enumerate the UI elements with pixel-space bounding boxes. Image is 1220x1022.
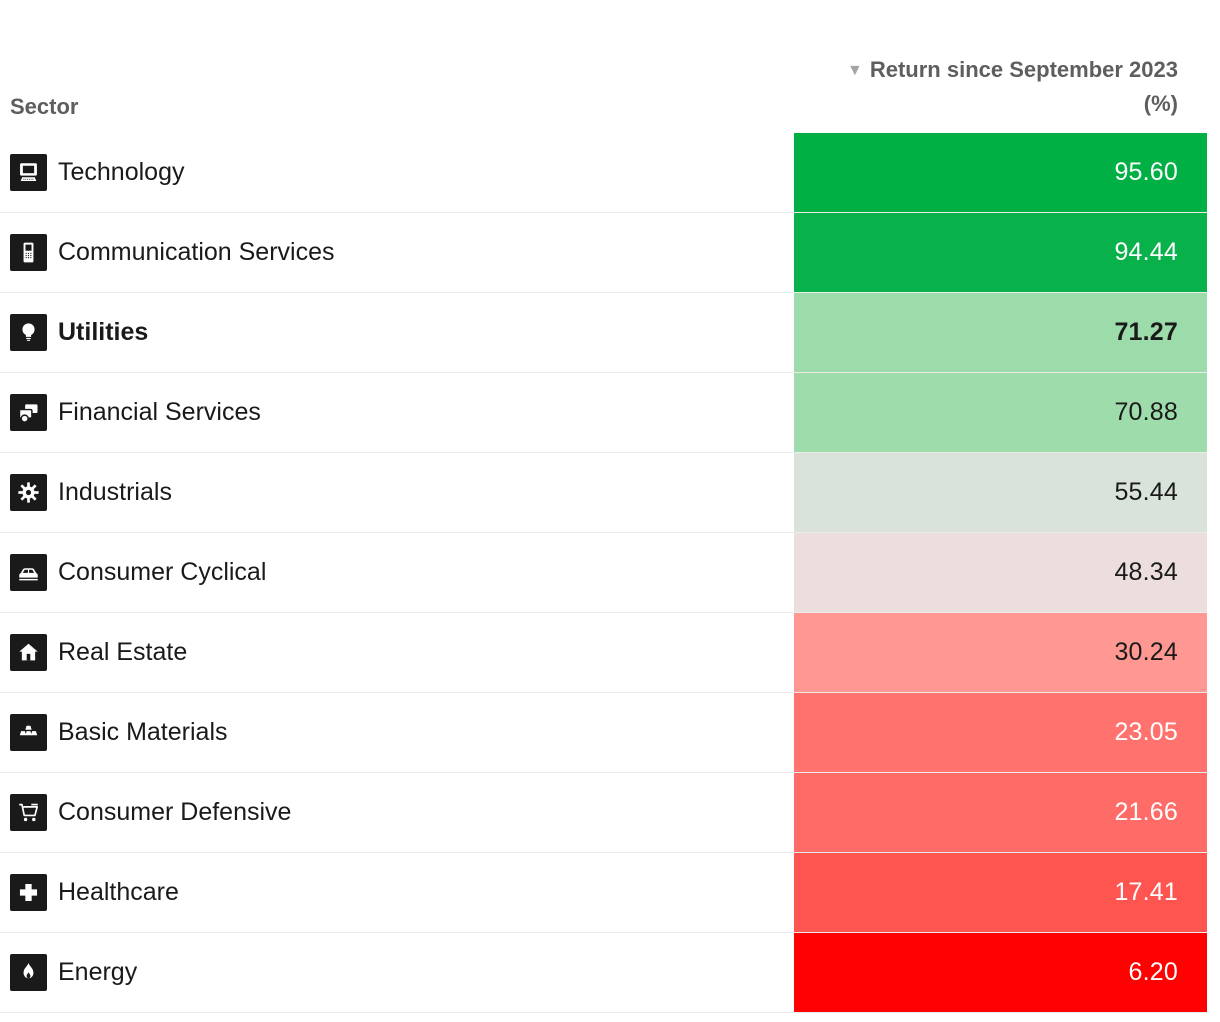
table-header: Sector ▼ Return since September 2023 (%) [0, 0, 1220, 133]
table-row: Healthcare 17.41 [0, 853, 1207, 933]
return-value-cell[interactable]: 30.24 [794, 613, 1207, 692]
sector-label: Healthcare [58, 878, 179, 906]
return-value: 23.05 [1114, 718, 1178, 746]
return-value: 30.24 [1114, 638, 1178, 666]
consumer-defensive-icon [10, 794, 47, 831]
sector-cell[interactable]: Real Estate [0, 613, 794, 692]
table-row: Real Estate 30.24 [0, 613, 1207, 693]
sector-label: Consumer Defensive [58, 798, 292, 826]
sector-cell[interactable]: Financial Services [0, 373, 794, 452]
return-value-cell[interactable]: 95.60 [794, 133, 1207, 212]
return-header-line1: ▼ Return since September 2023 [847, 54, 1178, 88]
sector-cell[interactable]: Communication Services [0, 213, 794, 292]
return-value: 70.88 [1114, 398, 1178, 426]
sector-cell[interactable]: Technology [0, 133, 794, 212]
table-row: Basic Materials 23.05 [0, 693, 1207, 773]
return-value: 95.60 [1114, 158, 1178, 186]
return-header-unit: (%) [1143, 91, 1178, 116]
table-row: Consumer Cyclical 48.34 [0, 533, 1207, 613]
return-value-cell[interactable]: 94.44 [794, 213, 1207, 292]
sector-cell[interactable]: Basic Materials [0, 693, 794, 772]
table-row: Communication Services 94.44 [0, 213, 1207, 293]
sector-label: Basic Materials [58, 718, 228, 746]
return-value-cell[interactable]: 21.66 [794, 773, 1207, 852]
utilities-icon [10, 314, 47, 351]
return-column-header[interactable]: ▼ Return since September 2023 (%) [847, 54, 1207, 119]
return-value: 17.41 [1114, 878, 1178, 906]
industrials-icon [10, 474, 47, 511]
return-value-cell[interactable]: 55.44 [794, 453, 1207, 532]
return-value-cell[interactable]: 70.88 [794, 373, 1207, 452]
healthcare-icon [10, 874, 47, 911]
return-value-cell[interactable]: 17.41 [794, 853, 1207, 932]
sector-label: Utilities [58, 318, 149, 346]
real-estate-icon [10, 634, 47, 671]
sector-label: Industrials [58, 478, 172, 506]
sector-cell[interactable]: Consumer Cyclical [0, 533, 794, 612]
sector-label: Communication Services [58, 238, 335, 266]
sector-label: Financial Services [58, 398, 261, 426]
sector-label: Consumer Cyclical [58, 558, 267, 586]
sector-label: Energy [58, 958, 138, 986]
return-value: 55.44 [1114, 478, 1178, 506]
sector-label: Real Estate [58, 638, 188, 666]
return-value-cell[interactable]: 48.34 [794, 533, 1207, 612]
return-value: 6.20 [1128, 958, 1178, 986]
communication-services-icon [10, 234, 47, 271]
technology-icon [10, 154, 47, 191]
return-value: 94.44 [1114, 238, 1178, 266]
return-value-cell[interactable]: 23.05 [794, 693, 1207, 772]
return-value-cell[interactable]: 71.27 [794, 293, 1207, 372]
table-body: Technology 95.60 Communication Services … [0, 133, 1220, 1013]
energy-icon [10, 954, 47, 991]
table-row: Industrials 55.44 [0, 453, 1207, 533]
table-row: Utilities 71.27 [0, 293, 1207, 373]
return-value-cell[interactable]: 6.20 [794, 933, 1207, 1012]
table-row: Consumer Defensive 21.66 [0, 773, 1207, 853]
consumer-cyclical-icon [10, 554, 47, 591]
sector-cell[interactable]: Consumer Defensive [0, 773, 794, 852]
sector-label: Technology [58, 158, 185, 186]
sector-column-header[interactable]: Sector [10, 93, 79, 119]
table-row: Technology 95.60 [0, 133, 1207, 213]
table-row: Financial Services 70.88 [0, 373, 1207, 453]
return-header-text: Return since September 2023 [869, 57, 1178, 82]
return-value: 48.34 [1114, 558, 1178, 586]
sector-cell[interactable]: Industrials [0, 453, 794, 532]
sector-cell[interactable]: Energy [0, 933, 794, 1012]
basic-materials-icon [10, 714, 47, 751]
sector-cell[interactable]: Healthcare [0, 853, 794, 932]
table-row: Energy 6.20 [0, 933, 1207, 1013]
sort-descending-icon: ▼ [847, 62, 863, 79]
sector-cell[interactable]: Utilities [0, 293, 794, 372]
return-value: 71.27 [1114, 318, 1178, 346]
financial-services-icon [10, 394, 47, 431]
return-value: 21.66 [1114, 798, 1178, 826]
